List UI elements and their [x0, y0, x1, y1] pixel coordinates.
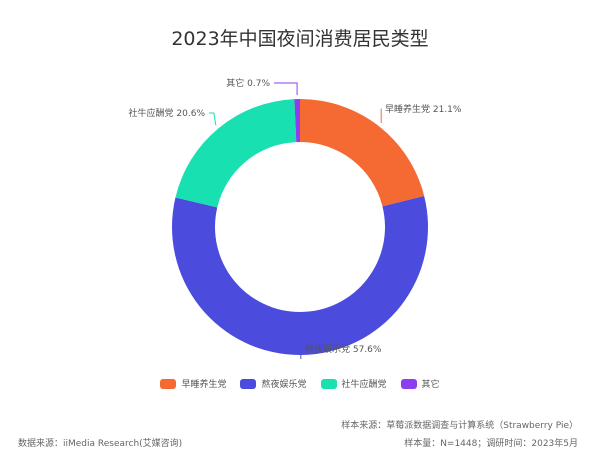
chart-title: 2023年中国夜间消费居民类型	[171, 28, 429, 50]
leader-line-3	[274, 82, 298, 96]
legend-label: 社牛应酬党	[341, 380, 387, 390]
legend-item[interactable]: 早睡养生党	[160, 377, 226, 390]
legend-swatch	[240, 378, 257, 389]
legend-item[interactable]: 社牛应酬党	[320, 377, 387, 390]
slice-1	[172, 195, 428, 355]
leader-line-2	[209, 112, 217, 126]
data-label-2: 社牛应酬党 20.6%	[129, 107, 206, 119]
legend-item[interactable]: 熬夜娱乐党	[240, 377, 307, 390]
slice-0	[300, 99, 425, 207]
data-source: 数据来源：iiMedia Research(艾媒咨询)	[18, 439, 183, 449]
legend: 早睡养生党 熬夜娱乐党 社牛应酬党 其它	[0, 377, 600, 390]
legend-item[interactable]: 其它	[400, 377, 440, 390]
slice-2	[175, 99, 297, 208]
slice-3	[294, 99, 300, 143]
legend-label: 其它	[421, 380, 440, 390]
legend-swatch	[320, 378, 337, 389]
data-label-0: 早睡养生党 21.1%	[385, 103, 462, 115]
legend-swatch	[160, 378, 177, 389]
data-label-3: 其它 0.7%	[226, 77, 270, 89]
sample-info: 样本量：N=1448；调研时间：2023年5月	[404, 439, 578, 449]
legend-swatch	[400, 378, 417, 389]
sample-source: 样本来源：草莓派数据调查与计算系统（Strawberry Pie）	[341, 421, 578, 431]
legend-label: 早睡养生党	[181, 380, 227, 390]
data-label-1: 熬夜娱乐党 57.6%	[305, 343, 382, 355]
legend-label: 熬夜娱乐党	[261, 380, 307, 390]
